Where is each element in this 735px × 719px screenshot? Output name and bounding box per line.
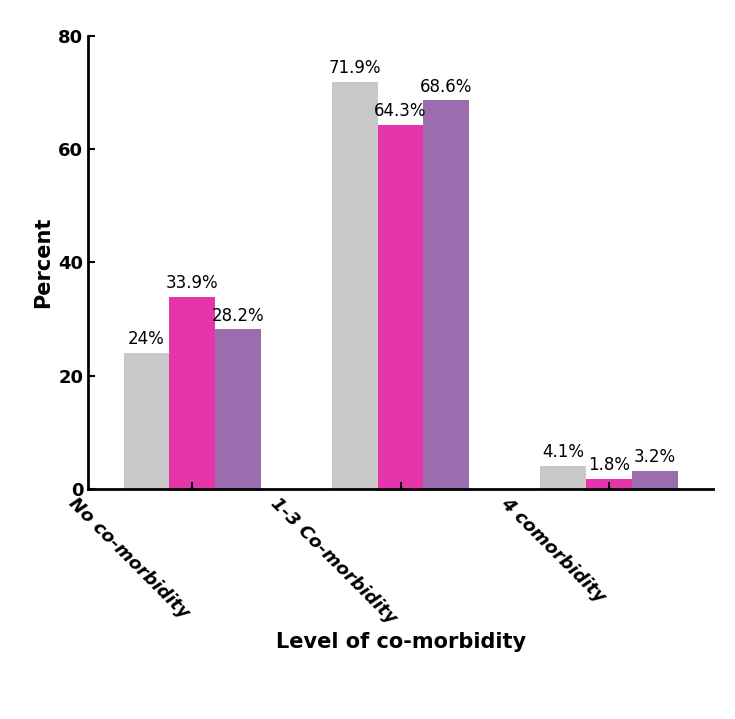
- Text: 1.8%: 1.8%: [588, 456, 630, 475]
- Bar: [215, 329, 261, 489]
- Text: 71.9%: 71.9%: [329, 59, 381, 77]
- Text: 28.2%: 28.2%: [212, 307, 265, 325]
- Text: 3.2%: 3.2%: [634, 448, 675, 466]
- Bar: [586, 479, 631, 489]
- Text: 4.1%: 4.1%: [542, 443, 584, 461]
- X-axis label: Level of co-morbidity: Level of co-morbidity: [276, 633, 526, 652]
- Bar: [378, 125, 423, 489]
- Bar: [331, 82, 378, 489]
- Y-axis label: Percent: Percent: [32, 216, 53, 308]
- Text: 64.3%: 64.3%: [374, 102, 427, 120]
- Bar: [423, 101, 469, 489]
- Text: 33.9%: 33.9%: [166, 275, 218, 293]
- Bar: [540, 466, 586, 489]
- Bar: [123, 353, 169, 489]
- Text: 24%: 24%: [128, 331, 165, 349]
- Text: 68.6%: 68.6%: [420, 78, 473, 96]
- Bar: [631, 471, 678, 489]
- Bar: [169, 297, 215, 489]
